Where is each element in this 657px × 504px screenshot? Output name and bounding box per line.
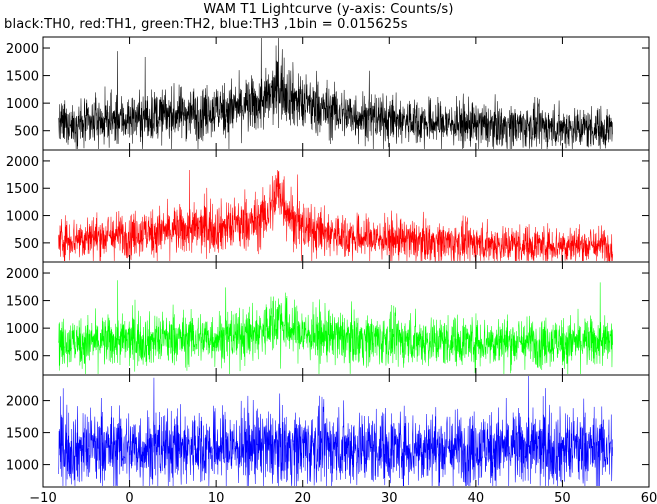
chart-subtitle: black:TH0, red:TH1, green:TH2, blue:TH3 … [4, 17, 408, 32]
panel-frame-th3 [42, 374, 650, 488]
y-tick-label: 2000 [6, 42, 39, 57]
lightcurve-series-th2 [58, 280, 613, 375]
frame-layer [42, 36, 650, 488]
y-tick-label: 1500 [6, 295, 39, 310]
y-tick-label: 500 [14, 125, 39, 140]
x-tick-label: 60 [641, 491, 657, 504]
label-layer: 5001000150020005001000150020005001000150… [6, 42, 657, 504]
y-tick-label: 1000 [6, 322, 39, 337]
x-tick-label: 10 [208, 491, 225, 504]
x-tick-label: 40 [468, 491, 485, 504]
lightcurve-series-th0 [58, 37, 613, 150]
y-tick-label: 1000 [6, 97, 39, 112]
y-tick-label: 2000 [6, 267, 39, 282]
y-tick-label: 500 [14, 237, 39, 252]
panel-frame-th2 [42, 261, 650, 376]
lightcurve-series-th3 [58, 375, 613, 487]
y-tick-label: 2000 [6, 395, 39, 410]
y-tick-label: 500 [14, 350, 39, 365]
y-tick-label: 1500 [6, 70, 39, 85]
plot-layer [58, 37, 613, 487]
y-tick-label: 1000 [6, 210, 39, 225]
x-tick-label: −10 [29, 491, 56, 504]
x-tick-label: 20 [294, 491, 311, 504]
y-tick-label: 1500 [6, 182, 39, 197]
y-tick-label: 2000 [6, 155, 39, 170]
lightcurve-series-th1 [58, 169, 613, 262]
x-tick-label: 50 [554, 491, 571, 504]
y-tick-label: 1500 [6, 427, 39, 442]
x-tick-label: 30 [381, 491, 398, 504]
x-tick-label: 0 [125, 491, 133, 504]
chart-title: WAM T1 Lightcurve (y-axis: Counts/s) [203, 2, 454, 17]
y-tick-label: 1000 [6, 459, 39, 474]
